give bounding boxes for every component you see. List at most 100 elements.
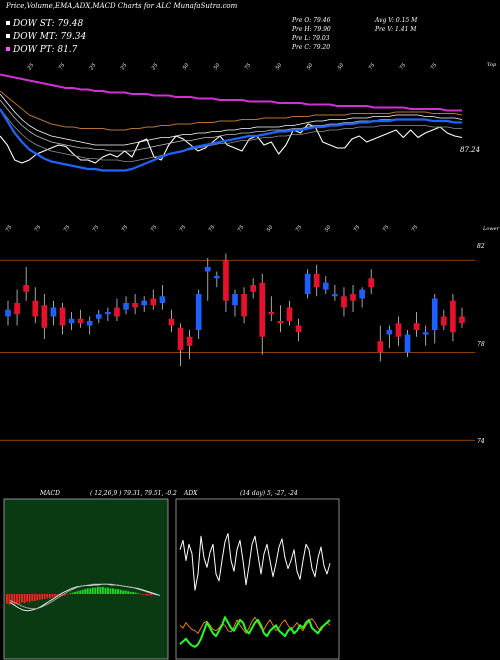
candle [413,312,420,337]
candle-body [304,273,311,294]
ema-panel: Top 25 75 25 25 25 50 50 75 50 50 50 75 75 75 87.24 7… [0,62,500,233]
candle-body [332,294,338,297]
candle [332,285,338,301]
macd-bar [18,594,21,604]
bottom-tick-label: 75 [150,224,159,233]
candle [150,289,157,310]
candle-body [422,332,429,335]
candle-body [168,318,175,326]
candle-body [223,260,229,301]
candle-body [286,307,293,321]
quote-low: Pre L: 79.03 [291,35,330,42]
macd-bar [71,592,74,594]
candle-body [377,341,384,353]
macd-bar [33,594,36,601]
macd-line [9,583,161,610]
macd-bar [79,590,82,594]
chart-caption: Price,Volume,EMA,ADX,MACD Charts for ALC… [5,2,238,10]
quote-close: Pre C: 79.20 [291,44,330,51]
candle [204,258,211,301]
candle [441,309,447,330]
macd-bar [76,591,79,594]
top-tick-label: 50 [182,62,191,71]
dow-st-line [0,123,463,164]
macd-bar [16,594,18,604]
candle-body [50,307,57,317]
top-tick-label: 50 [337,62,346,71]
macd-bar [127,591,130,594]
candle [32,287,39,324]
candle [241,287,247,324]
top-tick-label: 25 [119,62,128,71]
candle-body [386,330,393,335]
candle-body [114,307,120,317]
legend-swatch-mt [6,34,10,38]
macd-bar [107,587,109,594]
bottom-tick-label: 50 [266,224,275,233]
macd-bar [122,590,124,594]
candle-body [359,289,365,299]
macd-bar [56,594,59,597]
price-level-lines [0,259,475,441]
di-plus-line [179,616,331,648]
candle [168,309,175,333]
candle-body [268,312,275,315]
macd-bar [59,594,61,597]
ema-line-long [0,90,463,131]
candle-body [241,294,247,317]
adx-frame [175,498,340,660]
candle [232,289,238,317]
candlesticks [5,253,465,366]
macd-bar [89,588,92,594]
candle [59,303,66,335]
top-tick-label: 50 [275,62,284,71]
top-tick-label: 25 [150,62,159,71]
candle-body [59,307,66,326]
top-tick-label: 75 [399,62,408,71]
candle [195,289,202,339]
candle [95,309,102,324]
macd-bar [104,587,107,594]
macd-bar [23,594,26,604]
macd-bar [114,589,117,594]
quote-box: Pre O: 79.46 Pre H: 79.90 Pre L: 79.03 P… [291,17,418,51]
candle-body [14,303,20,315]
macd-bar [6,594,8,604]
candle [68,312,75,330]
candle-body [95,314,102,319]
macd-bar [129,591,132,594]
bottom-tick-label: 75 [295,224,304,233]
candle [404,330,411,357]
macd-bar [117,589,119,594]
candle-body [32,300,39,317]
candle-body [86,321,93,326]
macd-bar [139,594,142,595]
legend-dow-st: DOW ST: 79.48 [12,19,83,29]
legend-swatch-pt [6,47,10,51]
candle [50,300,57,326]
macd-bar [81,589,84,594]
candle-body [41,305,48,328]
candle-body [322,282,329,290]
legend-dow-pt: DOW PT: 81.7 [12,45,78,55]
macd-bar [132,591,135,594]
candle [214,271,220,288]
macd-frame [3,498,169,660]
candle [431,294,438,344]
ema-line-1 [0,93,463,146]
ema-line-3 [0,108,462,162]
bottom-label: Lower [482,226,500,232]
candle [14,289,20,326]
candle [5,300,11,326]
macd-bar [31,594,34,601]
macd-bar [69,593,71,594]
candle-body [159,296,166,303]
bottom-tick-label: 75 [353,224,362,233]
candle-body [5,309,11,317]
macd-bar [102,587,104,594]
macd-bar [21,594,23,603]
candle-body [177,327,184,351]
price-label-78: 78 [477,341,485,348]
bottom-tick-labels: 75 75 75 75 75 75 75 75 75 50 75 50 75 75 75 [5,224,420,233]
macd-label: MACD [39,490,60,497]
